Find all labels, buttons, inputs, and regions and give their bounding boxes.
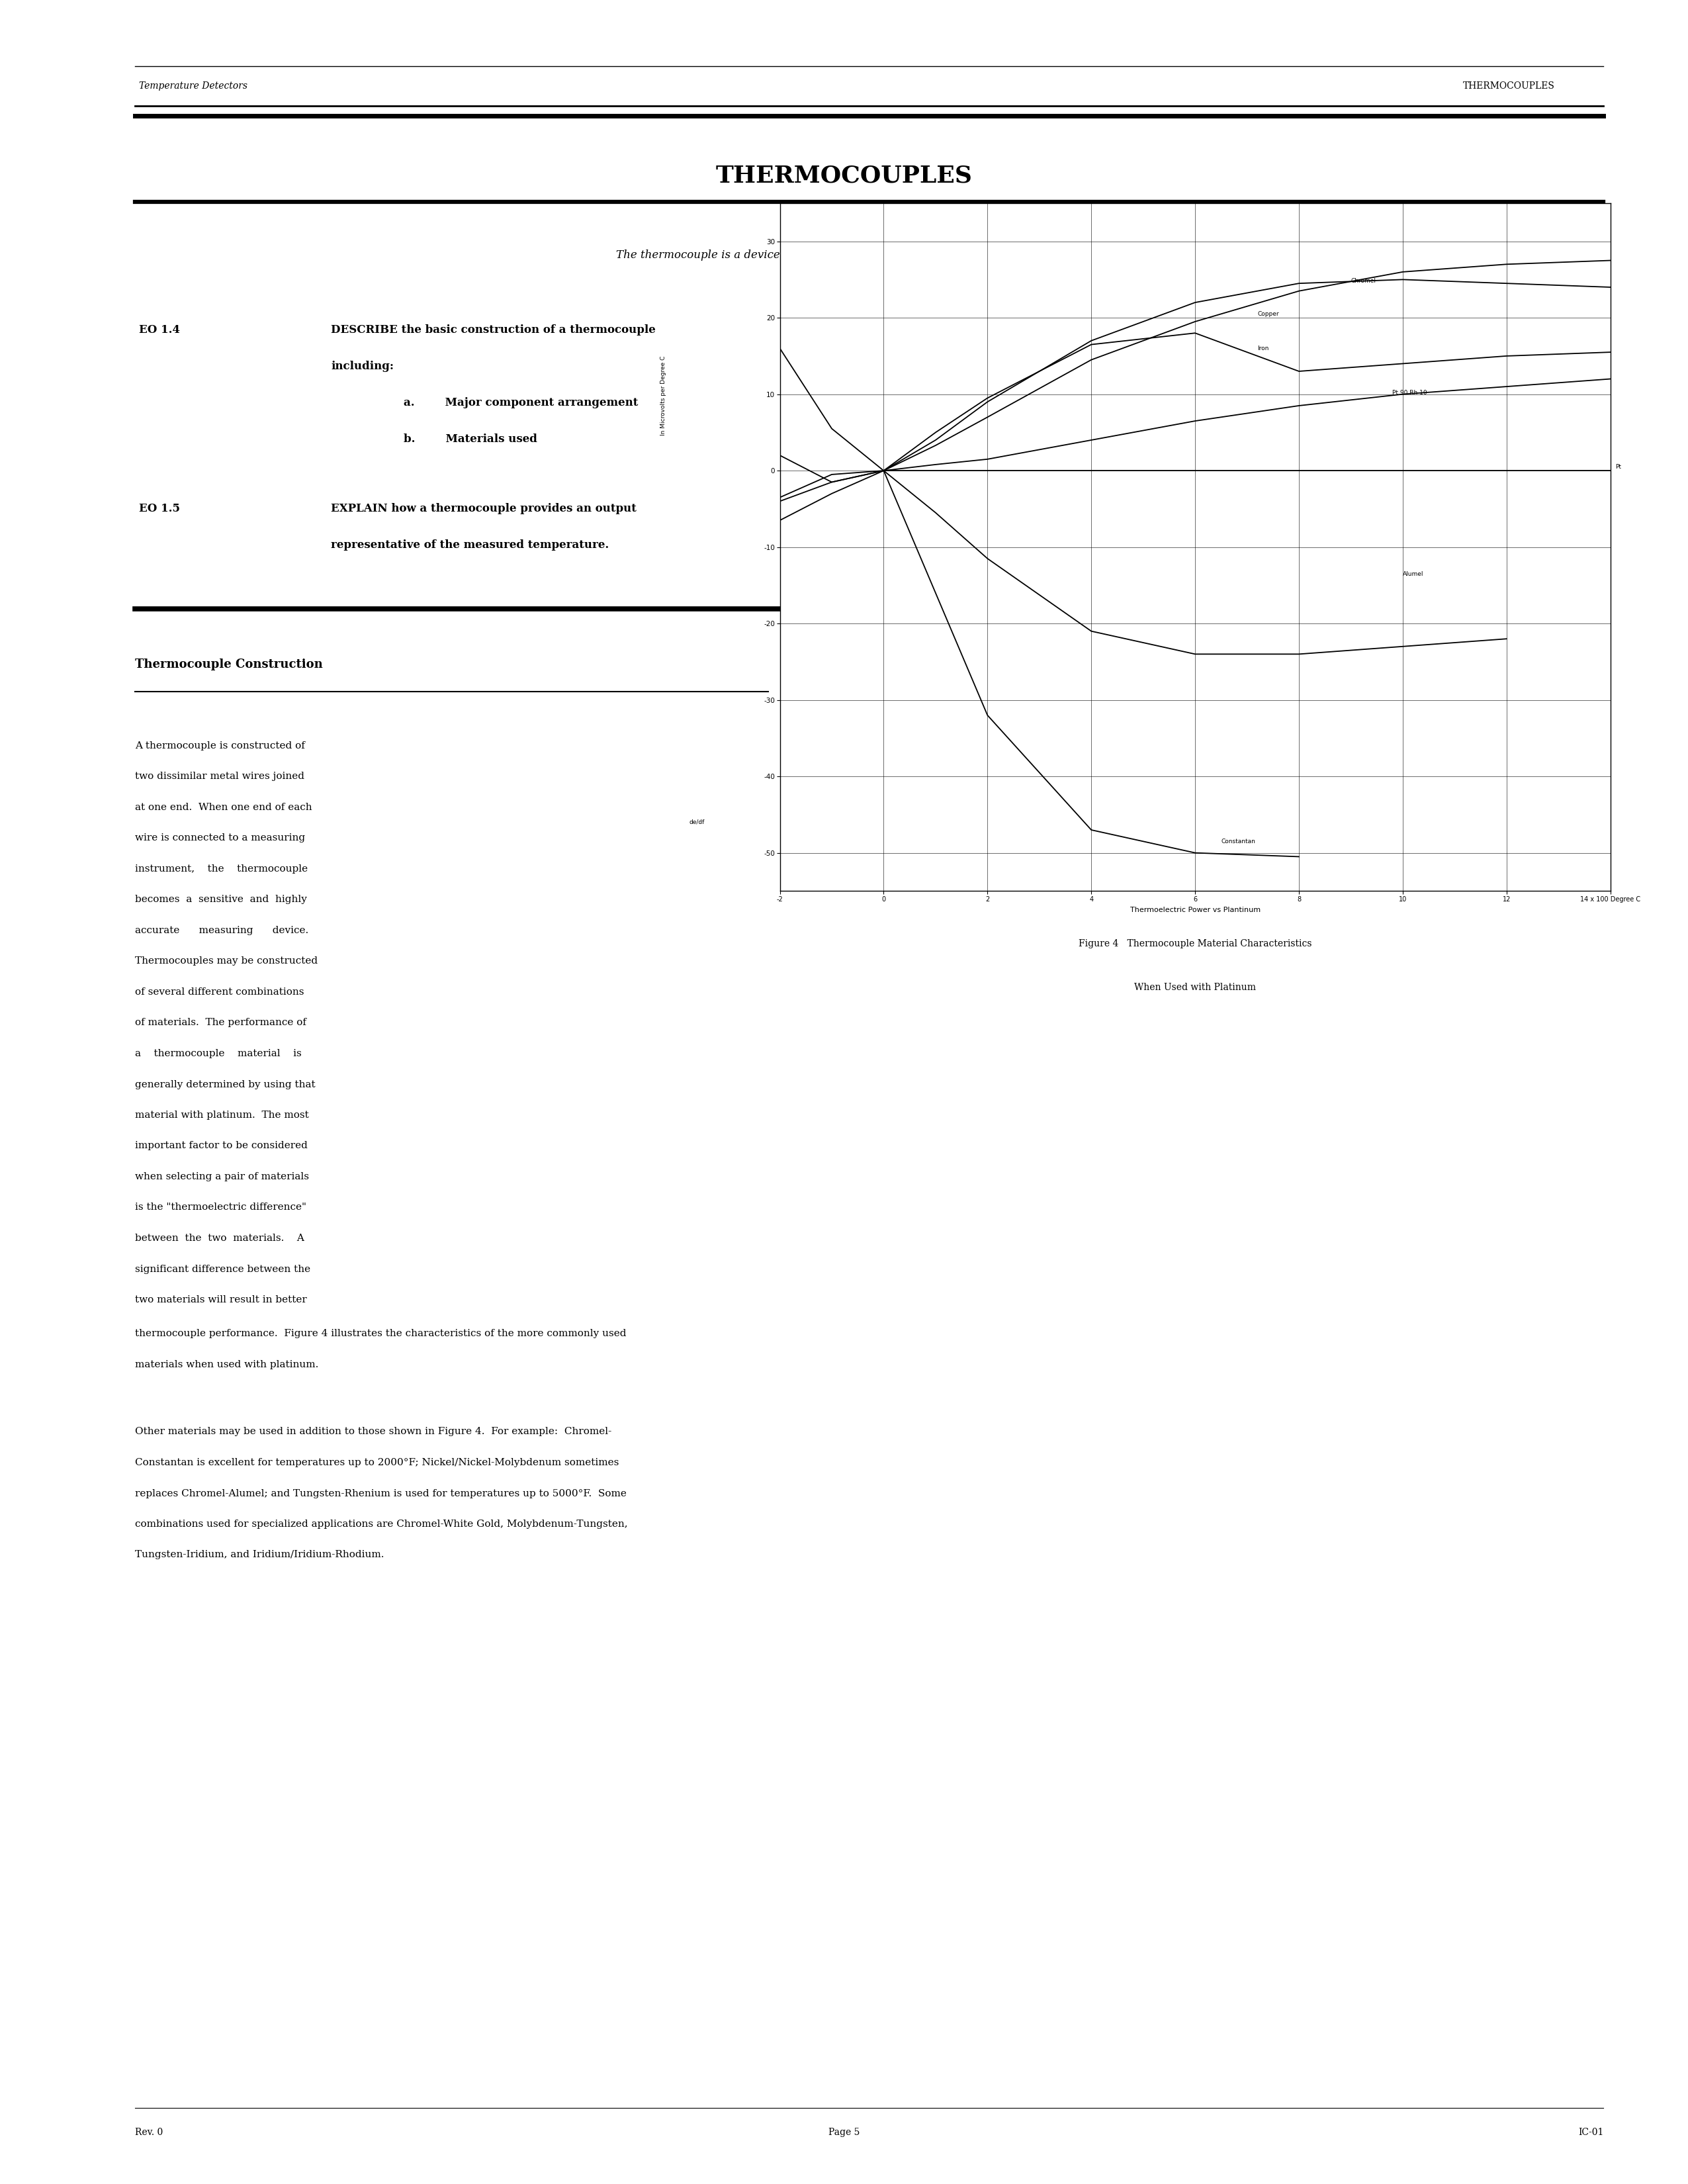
Text: combinations used for specialized applications are Chromel-White Gold, Molybdenu: combinations used for specialized applic…	[135, 1520, 628, 1529]
Text: When Used with Platinum: When Used with Platinum	[1134, 983, 1256, 992]
Text: EXPLAIN how a thermocouple provides an output: EXPLAIN how a thermocouple provides an o…	[331, 502, 636, 513]
Text: In Microvolts per Degree C: In Microvolts per Degree C	[660, 356, 667, 435]
Text: accurate      measuring      device.: accurate measuring device.	[135, 926, 309, 935]
Text: a    thermocouple    material    is: a thermocouple material is	[135, 1048, 302, 1059]
Text: Constantan: Constantan	[1220, 839, 1256, 845]
Text: including:: including:	[331, 360, 393, 371]
Text: Temperature Detectors: Temperature Detectors	[138, 81, 248, 92]
Text: representative of the measured temperature.: representative of the measured temperatu…	[331, 539, 609, 550]
Text: wire is connected to a measuring: wire is connected to a measuring	[135, 834, 306, 843]
Text: generally determined by using that: generally determined by using that	[135, 1079, 316, 1090]
Text: THERMOCOUPLES: THERMOCOUPLES	[716, 164, 972, 186]
Text: thermocouple performance.  Figure 4 illustrates the characteristics of the more : thermocouple performance. Figure 4 illus…	[135, 1330, 626, 1339]
Text: Tungsten-Iridium, and Iridium/Iridium-Rhodium.: Tungsten-Iridium, and Iridium/Iridium-Rh…	[135, 1551, 385, 1559]
Text: of materials.  The performance of: of materials. The performance of	[135, 1018, 307, 1026]
Text: Page 5: Page 5	[829, 2127, 859, 2136]
Text: of several different combinations: of several different combinations	[135, 987, 304, 996]
Text: DESCRIBE the basic construction of a thermocouple: DESCRIBE the basic construction of a the…	[331, 323, 655, 336]
Text: instrument,    the    thermocouple: instrument, the thermocouple	[135, 865, 307, 874]
Text: Chromel: Chromel	[1350, 277, 1376, 284]
X-axis label: Thermoelectric Power vs Plantinum: Thermoelectric Power vs Plantinum	[1129, 906, 1261, 913]
Text: a.        Major component arrangement: a. Major component arrangement	[403, 397, 638, 408]
Text: Iron: Iron	[1258, 345, 1269, 352]
Text: Alumel: Alumel	[1403, 570, 1423, 577]
Text: IC-01: IC-01	[1578, 2127, 1604, 2136]
Text: Thermocouple Construction: Thermocouple Construction	[135, 660, 322, 670]
Text: important factor to be considered: important factor to be considered	[135, 1142, 307, 1151]
Text: materials when used with platinum.: materials when used with platinum.	[135, 1361, 319, 1369]
Text: The thermocouple is a device that converts thermal energy into electrical energy: The thermocouple is a device that conver…	[616, 249, 1072, 260]
Text: Copper: Copper	[1258, 310, 1280, 317]
Text: when selecting a pair of materials: when selecting a pair of materials	[135, 1173, 309, 1182]
Text: significant difference between the: significant difference between the	[135, 1265, 311, 1273]
Text: A thermocouple is constructed of: A thermocouple is constructed of	[135, 740, 306, 751]
Text: at one end.  When one end of each: at one end. When one end of each	[135, 804, 312, 812]
Text: EO 1.4: EO 1.4	[138, 323, 181, 336]
Text: is the "thermoelectric difference": is the "thermoelectric difference"	[135, 1203, 307, 1212]
Text: Constantan is excellent for temperatures up to 2000°F; Nickel/Nickel-Molybdenum : Constantan is excellent for temperatures…	[135, 1459, 619, 1468]
Text: Pt 90 Rh 10: Pt 90 Rh 10	[1393, 389, 1426, 395]
Text: material with platinum.  The most: material with platinum. The most	[135, 1109, 309, 1120]
Text: two materials will result in better: two materials will result in better	[135, 1295, 307, 1304]
Text: replaces Chromel-Alumel; and Tungsten-Rhenium is used for temperatures up to 500: replaces Chromel-Alumel; and Tungsten-Rh…	[135, 1489, 626, 1498]
Text: between  the  two  materials.    A: between the two materials. A	[135, 1234, 304, 1243]
Text: Pt: Pt	[1615, 463, 1622, 470]
Text: Other materials may be used in addition to those shown in Figure 4.  For example: Other materials may be used in addition …	[135, 1426, 611, 1437]
Text: Thermocouples may be constructed: Thermocouples may be constructed	[135, 957, 317, 965]
Text: becomes  a  sensitive  and  highly: becomes a sensitive and highly	[135, 895, 307, 904]
Text: de/df: de/df	[689, 819, 704, 826]
Text: Figure 4   Thermocouple Material Characteristics: Figure 4 Thermocouple Material Character…	[1079, 939, 1312, 948]
Text: EO 1.5: EO 1.5	[138, 502, 181, 513]
Text: two dissimilar metal wires joined: two dissimilar metal wires joined	[135, 771, 304, 782]
Text: Rev. 0: Rev. 0	[135, 2127, 164, 2136]
Text: b.        Materials used: b. Materials used	[403, 432, 537, 446]
Text: THERMOCOUPLES: THERMOCOUPLES	[1463, 81, 1555, 92]
